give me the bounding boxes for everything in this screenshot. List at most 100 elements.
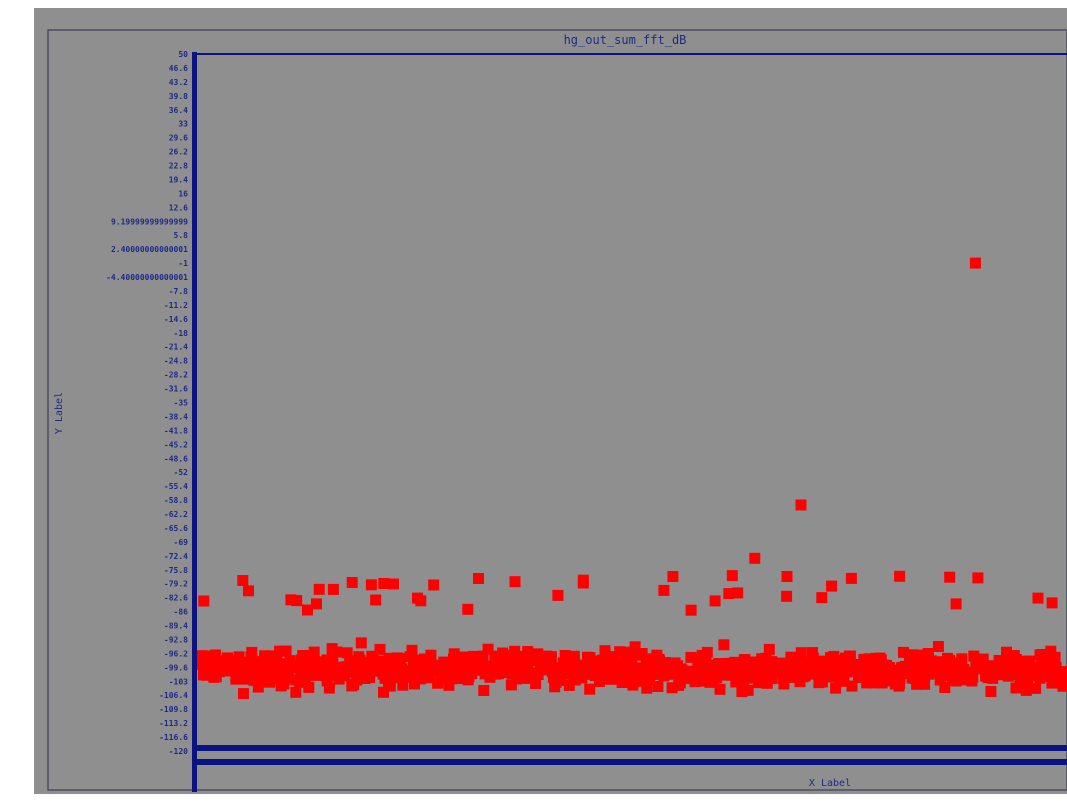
y-tick-label: 26.2 (169, 148, 188, 157)
data-point (894, 570, 906, 582)
y-tick-label: -109.8 (159, 705, 188, 714)
data-point (233, 651, 245, 663)
y-tick-label: -86 (174, 608, 189, 617)
data-point (456, 660, 468, 672)
y-tick-label: 5.8 (174, 231, 189, 240)
data-point (273, 670, 285, 681)
data-point (626, 660, 638, 672)
data-point (299, 673, 311, 685)
data-point (263, 676, 275, 688)
data-point (370, 594, 382, 606)
data-point (1049, 651, 1061, 663)
data-point (752, 677, 764, 689)
data-point (216, 655, 228, 667)
data-point (1057, 680, 1067, 692)
chart-title: hg_out_sum_fft_dB (564, 33, 687, 47)
data-point (726, 570, 738, 582)
data-point (853, 672, 865, 683)
y-tick-label: -55.4 (164, 482, 188, 491)
data-point (1050, 677, 1062, 689)
y-tick-label: -62.2 (164, 510, 188, 519)
data-point (646, 665, 658, 676)
data-point (303, 681, 315, 693)
data-point (428, 579, 440, 591)
data-point (969, 257, 981, 269)
data-point (291, 595, 303, 607)
data-point (616, 657, 628, 669)
y-tick-label: -52 (174, 468, 189, 477)
y-tick-label: 33 (178, 120, 188, 129)
y-tick-label: -79.2 (164, 580, 188, 589)
data-point (559, 650, 571, 661)
data-point (376, 655, 388, 667)
data-point (394, 653, 406, 665)
data-point (345, 655, 357, 667)
data-point (1022, 677, 1034, 689)
y-tick-label: -11.2 (164, 301, 188, 310)
data-point (584, 683, 596, 695)
data-point (626, 667, 637, 679)
data-point (685, 651, 697, 663)
data-point (912, 676, 924, 688)
data-point (734, 661, 746, 673)
data-point (795, 647, 807, 659)
data-point (939, 682, 951, 693)
data-point (807, 647, 818, 659)
x-axis-label: X Label (809, 778, 851, 789)
data-point (378, 578, 390, 589)
data-point (599, 645, 611, 657)
y-tick-label: -24.8 (164, 357, 188, 366)
data-point (833, 656, 845, 668)
data-point (722, 662, 734, 674)
data-point (354, 654, 366, 666)
data-point (618, 675, 629, 686)
data-point (509, 645, 521, 657)
data-point (620, 665, 632, 677)
data-point (473, 573, 484, 584)
y-tick-label: -31.6 (164, 385, 188, 394)
data-point (934, 674, 946, 686)
data-point (816, 592, 828, 604)
data-point (383, 652, 395, 664)
data-point (545, 651, 557, 663)
data-point (653, 653, 665, 665)
data-point (1032, 592, 1044, 604)
data-point (1046, 597, 1058, 609)
data-point (397, 679, 409, 691)
data-point (250, 656, 262, 668)
data-point (282, 669, 293, 681)
y-tick-label: 22.8 (169, 162, 188, 171)
data-point (1010, 653, 1022, 665)
data-point (482, 660, 494, 672)
data-point (388, 672, 400, 684)
data-point (956, 653, 968, 665)
data-point (280, 645, 292, 657)
data-point (378, 686, 389, 698)
data-point (766, 673, 777, 685)
data-point (972, 572, 984, 584)
y-tick-label: -21.4 (164, 343, 188, 352)
data-point (302, 604, 313, 616)
data-point (845, 572, 857, 584)
data-point (365, 579, 377, 591)
data-point (355, 637, 367, 649)
data-point (719, 669, 731, 681)
data-point (997, 658, 1009, 669)
data-point (453, 652, 464, 664)
data-point (698, 663, 710, 675)
data-point (323, 682, 335, 694)
y-tick-label: -65.6 (164, 524, 188, 533)
y-tick-label: 50 (178, 50, 188, 59)
y-tick-label: -18 (174, 329, 189, 338)
data-point (294, 676, 306, 688)
data-point (674, 677, 686, 689)
data-point (259, 650, 271, 662)
data-point (308, 646, 320, 658)
y-tick-label: -7.8 (169, 287, 188, 296)
data-point (458, 652, 470, 664)
data-point (742, 684, 754, 696)
data-point (629, 641, 641, 653)
data-point (652, 681, 664, 692)
data-point (522, 646, 534, 657)
